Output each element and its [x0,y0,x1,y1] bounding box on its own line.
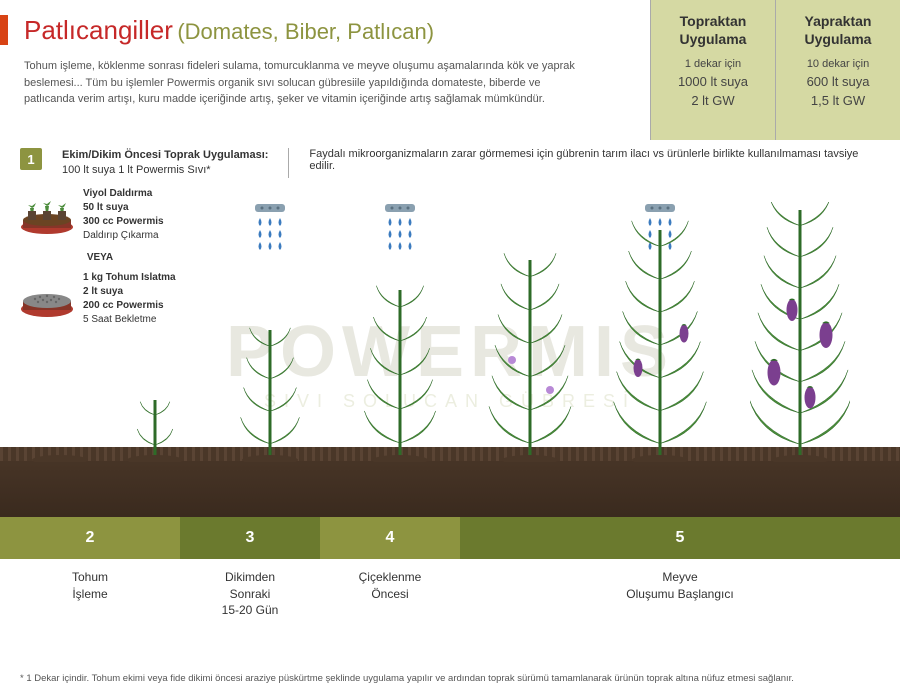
prep-line: Viyol Daldırma [83,188,152,199]
plant-stage-flower [480,202,580,462]
timeline-segment: 3 [180,517,320,559]
plant-stage-fruit_big [750,202,850,462]
sprinkler-icon [385,204,415,250]
seed-bowl-icon [20,279,75,319]
step1-detail: 100 lt suya 1 lt Powermis Sıvı* [62,164,211,176]
application-boxes: Topraktan Uygulama 1 dekar için 1000 lt … [650,0,900,140]
seedling-tray-icon [20,195,75,235]
growth-diagram: POWERMIS SIVI SOLUCAN GÜBRESİ Viyol Dald… [0,187,900,517]
page-title: Patlıcangiller [24,15,173,45]
timeline-segment: 5 [460,517,900,559]
prep-line: 5 Saat Bekletme [83,314,156,325]
step-badge: 1 [20,148,42,170]
soil-application-box: Topraktan Uygulama 1 dekar için 1000 lt … [650,0,775,140]
timeline-label: Tohumİşleme [0,569,180,619]
prep-line: 200 cc Powermis [83,300,164,311]
prep-line: 300 cc Powermis [83,216,164,227]
box-title: Yapraktan Uygulama [784,12,892,48]
step1-title: Ekim/Dikim Öncesi Toprak Uygulaması: [62,149,268,161]
timeline-labels: TohumİşlemeDikimdenSonraki15-20 GünÇiçek… [0,559,900,629]
box-line: 1,5 lt GW [784,93,892,108]
box-line: 2 lt GW [659,93,767,108]
step1-text: Ekim/Dikim Öncesi Toprak Uygulaması: 100… [62,148,268,179]
accent-bar [0,15,8,45]
prep-line: 50 lt suya [83,202,129,213]
timeline-segment: 2 [0,517,180,559]
box-title: Topraktan Uygulama [659,12,767,48]
header: Patlıcangiller (Domates, Biber, Patlıcan… [0,0,900,140]
warning-text: Faydalı mikroorganizmaların zarar görmem… [309,148,880,172]
plant-stage-medium [350,202,450,462]
or-label: VEYA [20,251,180,265]
plant-stage-young [220,202,320,462]
prep-text: 1 kg Tohum Islatma 2 lt suya 200 cc Powe… [83,271,176,327]
prep-line: Daldırıp Çıkarma [83,230,159,241]
box-line: 1 dekar için [659,58,767,70]
divider [288,148,289,178]
box-line: 10 dekar için [784,58,892,70]
timeline: 2345 [0,517,900,559]
box-line: 600 lt suya [784,74,892,89]
tray-dip-option: Viyol Daldırma 50 lt suya 300 cc Powermi… [20,187,180,243]
prep-text: Viyol Daldırma 50 lt suya 300 cc Powermi… [83,187,164,243]
foliar-application-box: Yapraktan Uygulama 10 dekar için 600 lt … [775,0,900,140]
page-subtitle: (Domates, Biber, Patlıcan) [177,19,434,44]
box-line: 1000 lt suya [659,74,767,89]
sprinkler-icon [255,204,285,250]
footnote: * 1 Dekar içindir. Tohum ekimi veya fide… [0,665,814,692]
plant-stage-fruit_small [610,202,710,462]
step1-row: 1 Ekim/Dikim Öncesi Toprak Uygulaması: 1… [0,140,900,187]
timeline-label: MeyveOluşumu Başlangıcı [460,569,900,619]
description: Tohum işleme, köklenme sonrası fideleri … [24,58,584,108]
preparation-options: Viyol Daldırma 50 lt suya 300 cc Powermi… [20,187,180,335]
timeline-segment: 4 [320,517,460,559]
prep-line: 1 kg Tohum Islatma [83,272,176,283]
timeline-label: ÇiçeklenmeÖncesi [320,569,460,619]
seed-soak-option: 1 kg Tohum Islatma 2 lt suya 200 cc Powe… [20,271,180,327]
timeline-label: DikimdenSonraki15-20 Gün [180,569,320,619]
header-left: Patlıcangiller (Domates, Biber, Patlıcan… [0,0,650,140]
prep-line: 2 lt suya [83,286,123,297]
